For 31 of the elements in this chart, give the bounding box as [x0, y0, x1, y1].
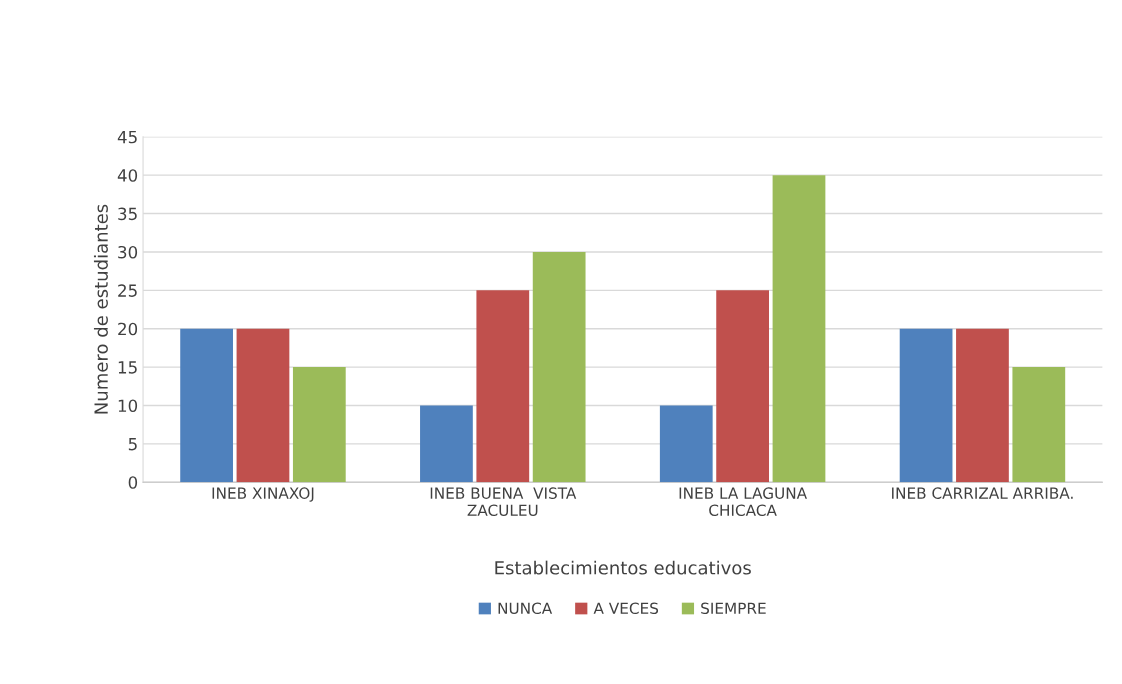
- bar: [716, 290, 769, 483]
- y-tick-label: 25: [118, 284, 137, 297]
- bar: [956, 328, 1009, 483]
- bar: [1012, 367, 1066, 483]
- legend-label: NUNCA: [498, 602, 553, 615]
- y-tick-label: 35: [118, 207, 137, 221]
- bar: [180, 328, 233, 483]
- bar: [772, 175, 826, 483]
- bar: [532, 251, 586, 483]
- x-tick-label: INEB LA LAGUNA CHICACA: [679, 487, 808, 517]
- y-tick-label: 10: [118, 399, 138, 413]
- x-tick-label: INEB XINAXOJ: [212, 487, 314, 502]
- bar: [899, 328, 953, 483]
- y-tick-label: 45: [117, 130, 137, 144]
- y-tick-label: 20: [118, 322, 138, 336]
- bar: [236, 328, 290, 483]
- bar: [659, 405, 713, 483]
- x-axis-title: Establecimientos educativos: [495, 560, 751, 575]
- legend-label: SIEMPRE: [701, 602, 766, 615]
- y-axis-title: Numero de estudiantes: [93, 204, 108, 414]
- y-tick-label: 30: [118, 245, 138, 259]
- legend-label: A VECES: [593, 602, 659, 615]
- x-tick-label: INEB CARRIZAL ARRIBA.: [892, 487, 1073, 499]
- y-tick-label: 5: [128, 438, 137, 451]
- bar: [420, 405, 473, 483]
- bar: [476, 290, 530, 483]
- bar: [292, 367, 346, 483]
- x-tick-label: INEB BUENA VISTA ZACULEU: [430, 487, 577, 517]
- y-tick-label: 15: [118, 361, 137, 374]
- y-tick-label: 40: [117, 169, 138, 182]
- y-tick-label: 0: [128, 476, 138, 489]
